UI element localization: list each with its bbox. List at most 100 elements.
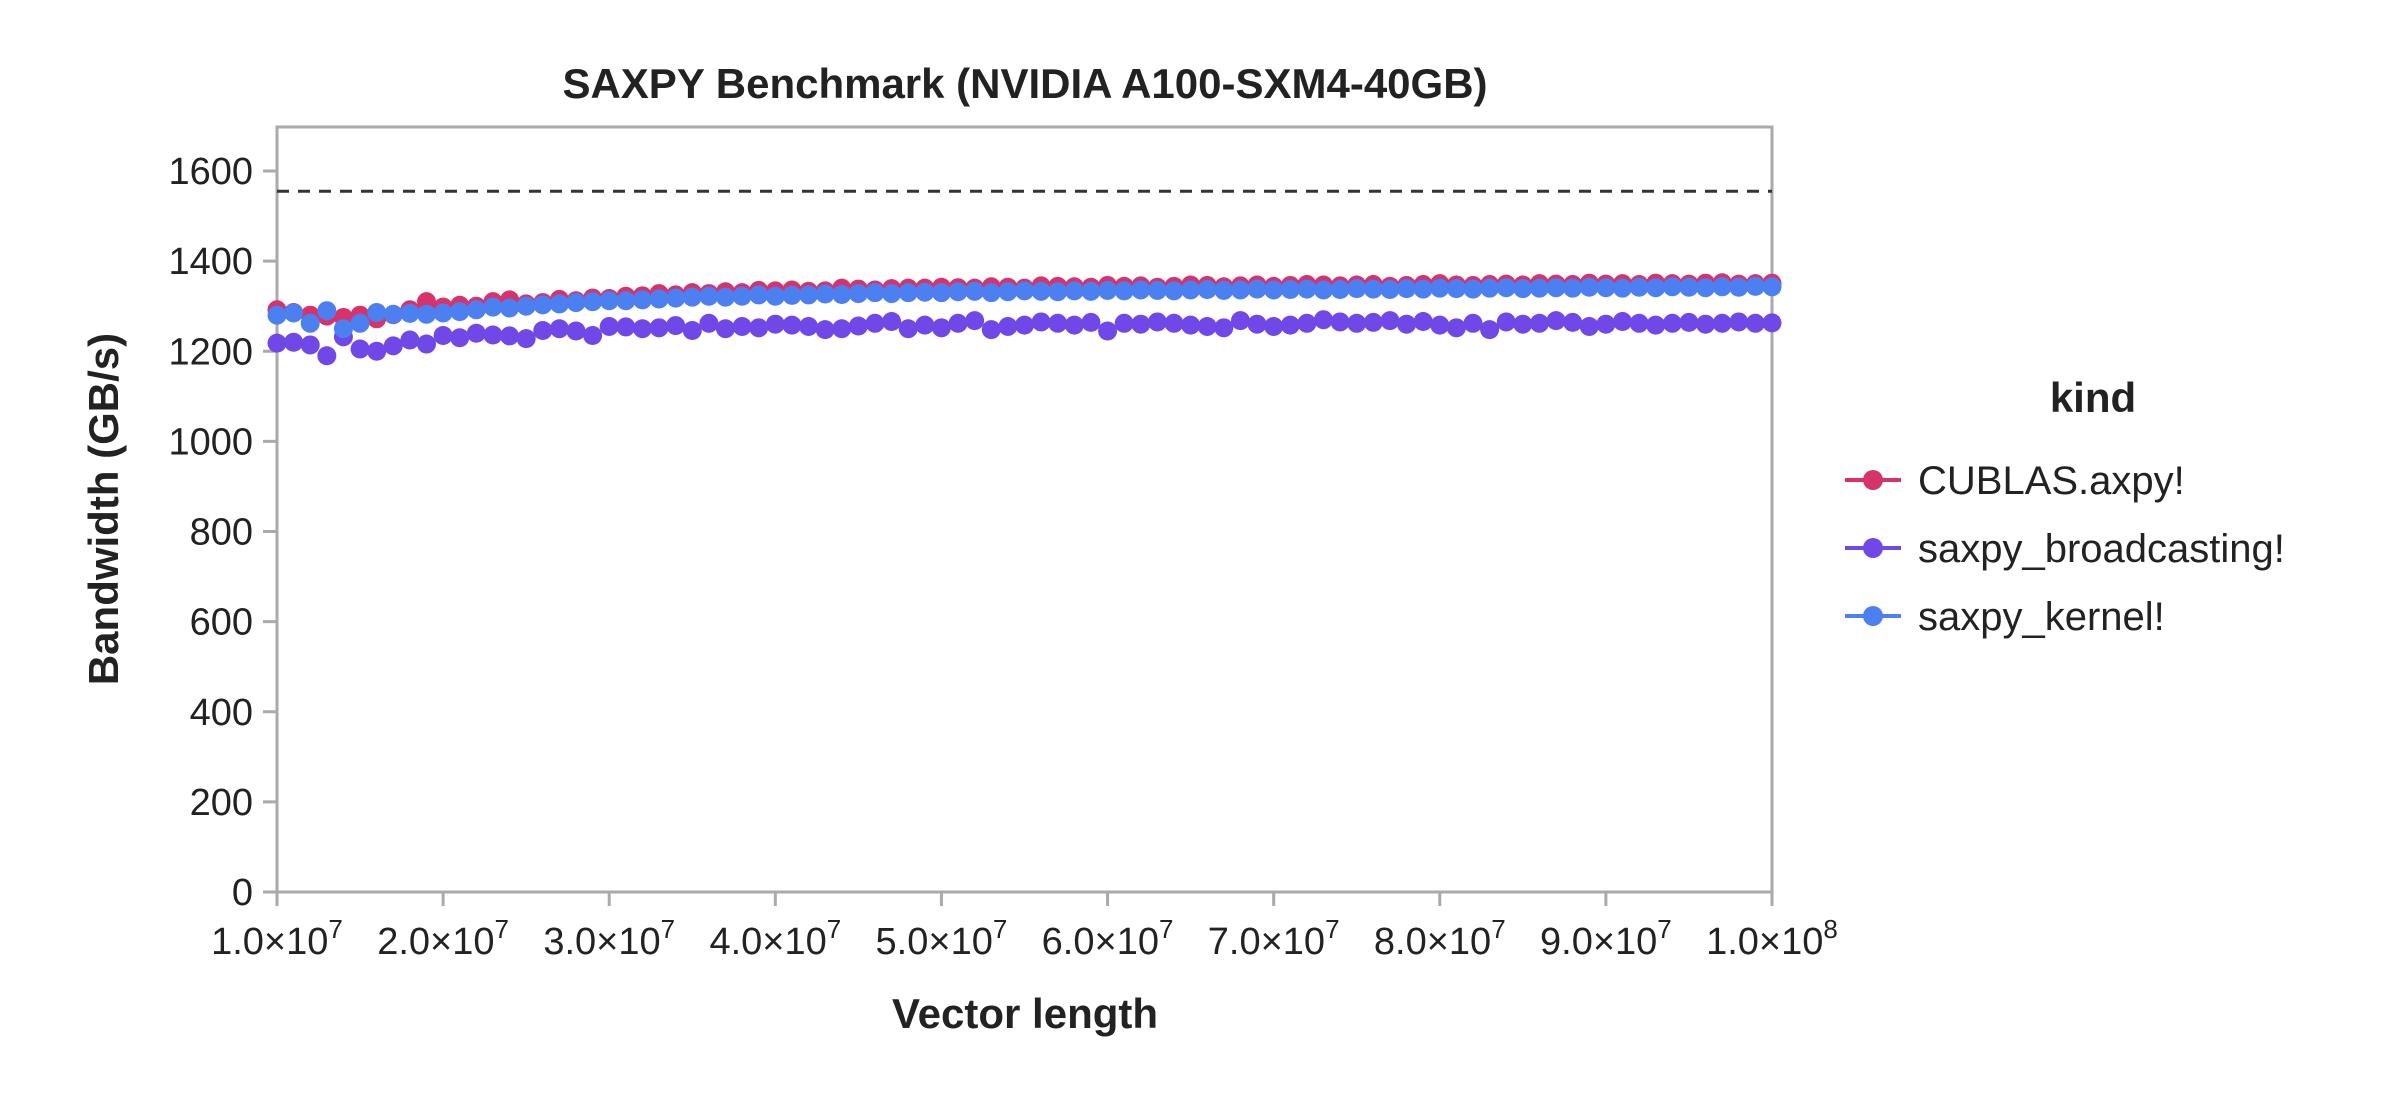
x-tick-mantissa: 4.0×10 (709, 921, 826, 963)
data-point (300, 313, 320, 333)
data-point (749, 285, 769, 305)
data-point (1629, 313, 1649, 333)
data-point (1446, 318, 1466, 338)
data-point (483, 297, 503, 317)
data-point (1579, 316, 1599, 336)
data-point (1264, 280, 1284, 300)
x-tick-exponent: 7 (993, 914, 1007, 944)
data-point (1646, 315, 1666, 335)
data-point (1496, 312, 1516, 332)
data-point (898, 283, 918, 303)
data-point (965, 311, 985, 331)
data-point (367, 341, 387, 361)
data-point (1646, 278, 1666, 298)
chart-title: SAXPY Benchmark (NVIDIA A100-SXM4-40GB) (562, 60, 1487, 107)
data-point (317, 301, 337, 321)
legend-swatch-marker (1863, 538, 1883, 558)
x-tick-mantissa: 1.0×10 (1706, 921, 1823, 963)
data-point (1181, 315, 1201, 335)
x-tick-mantissa: 6.0×10 (1042, 921, 1159, 963)
data-point (1696, 278, 1716, 298)
data-point (765, 314, 785, 334)
x-tick-mantissa: 8.0×10 (1374, 921, 1491, 963)
x-tick-exponent: 7 (1159, 914, 1173, 944)
data-point (1529, 278, 1549, 298)
y-axis-title: Bandwidth (GB/s) (80, 333, 127, 685)
data-point (848, 284, 868, 304)
data-point (466, 300, 486, 320)
x-tick-mantissa: 2.0×10 (377, 921, 494, 963)
data-point (1529, 313, 1549, 333)
data-point (350, 313, 370, 333)
x-tick-exponent: 8 (1823, 914, 1837, 944)
series-saxpy-kernel- (267, 276, 1782, 339)
data-point (516, 296, 536, 316)
x-tick-label: 6.0×107 (1042, 914, 1174, 963)
x-tick-label: 8.0×107 (1374, 914, 1506, 963)
legend-label: saxpy_broadcasting! (1918, 527, 2285, 571)
data-point (1596, 314, 1616, 334)
data-point (383, 336, 403, 356)
y-tick-label: 1200 (168, 331, 253, 373)
data-point (1197, 316, 1217, 336)
data-point (732, 286, 752, 306)
data-point (1081, 281, 1101, 301)
x-tick-exponent: 7 (1657, 914, 1671, 944)
legend-swatch-marker (1863, 606, 1883, 626)
data-point (1347, 313, 1367, 333)
data-point (1397, 279, 1417, 299)
data-point (848, 316, 868, 336)
data-point (1463, 313, 1483, 333)
data-point (649, 318, 669, 338)
data-point (1745, 313, 1765, 333)
y-tick-label: 400 (190, 692, 253, 734)
data-point (1297, 279, 1317, 299)
x-tick-label: 1.0×107 (211, 914, 343, 963)
data-point (367, 302, 387, 322)
data-point (699, 286, 719, 306)
data-point (1546, 278, 1566, 298)
data-point (1330, 280, 1350, 300)
legend-item: saxpy_kernel! (1845, 595, 2165, 639)
x-tick-mantissa: 7.0×10 (1208, 921, 1325, 963)
x-tick-label: 2.0×107 (377, 914, 509, 963)
data-point (1679, 312, 1699, 332)
x-tick-exponent: 7 (1325, 914, 1339, 944)
data-point (1064, 281, 1084, 301)
data-point (948, 282, 968, 302)
data-point (400, 330, 420, 350)
data-point (284, 303, 304, 323)
data-point (1413, 279, 1433, 299)
y-tick-label: 1400 (168, 241, 253, 283)
x-tick-exponent: 7 (495, 914, 509, 944)
data-point (1098, 321, 1118, 341)
data-point (732, 316, 752, 336)
data-point (1662, 313, 1682, 333)
data-point (1546, 311, 1566, 331)
x-tick-exponent: 7 (661, 914, 675, 944)
legend-label: saxpy_kernel! (1918, 595, 2165, 639)
x-tick-label: 1.0×108 (1706, 914, 1838, 963)
data-point (417, 334, 436, 354)
data-point (1264, 316, 1284, 336)
data-point (1413, 312, 1433, 332)
data-point (1380, 311, 1400, 331)
legend-title: kind (2050, 374, 2136, 421)
data-point (931, 318, 951, 338)
data-point (1214, 318, 1234, 338)
data-point (300, 335, 320, 355)
data-point (1463, 279, 1483, 299)
x-tick-label: 9.0×107 (1540, 914, 1672, 963)
data-point (533, 295, 553, 315)
legend-swatch-marker (1863, 470, 1883, 490)
data-point (998, 316, 1018, 336)
data-points-layer (267, 273, 1782, 366)
data-point (267, 305, 287, 325)
data-point (865, 283, 885, 303)
data-point (1081, 312, 1101, 332)
x-tick-mantissa: 1.0×10 (211, 921, 328, 963)
data-point (1397, 314, 1417, 334)
data-point (317, 346, 337, 366)
data-point (1347, 279, 1367, 299)
data-point (599, 316, 619, 336)
